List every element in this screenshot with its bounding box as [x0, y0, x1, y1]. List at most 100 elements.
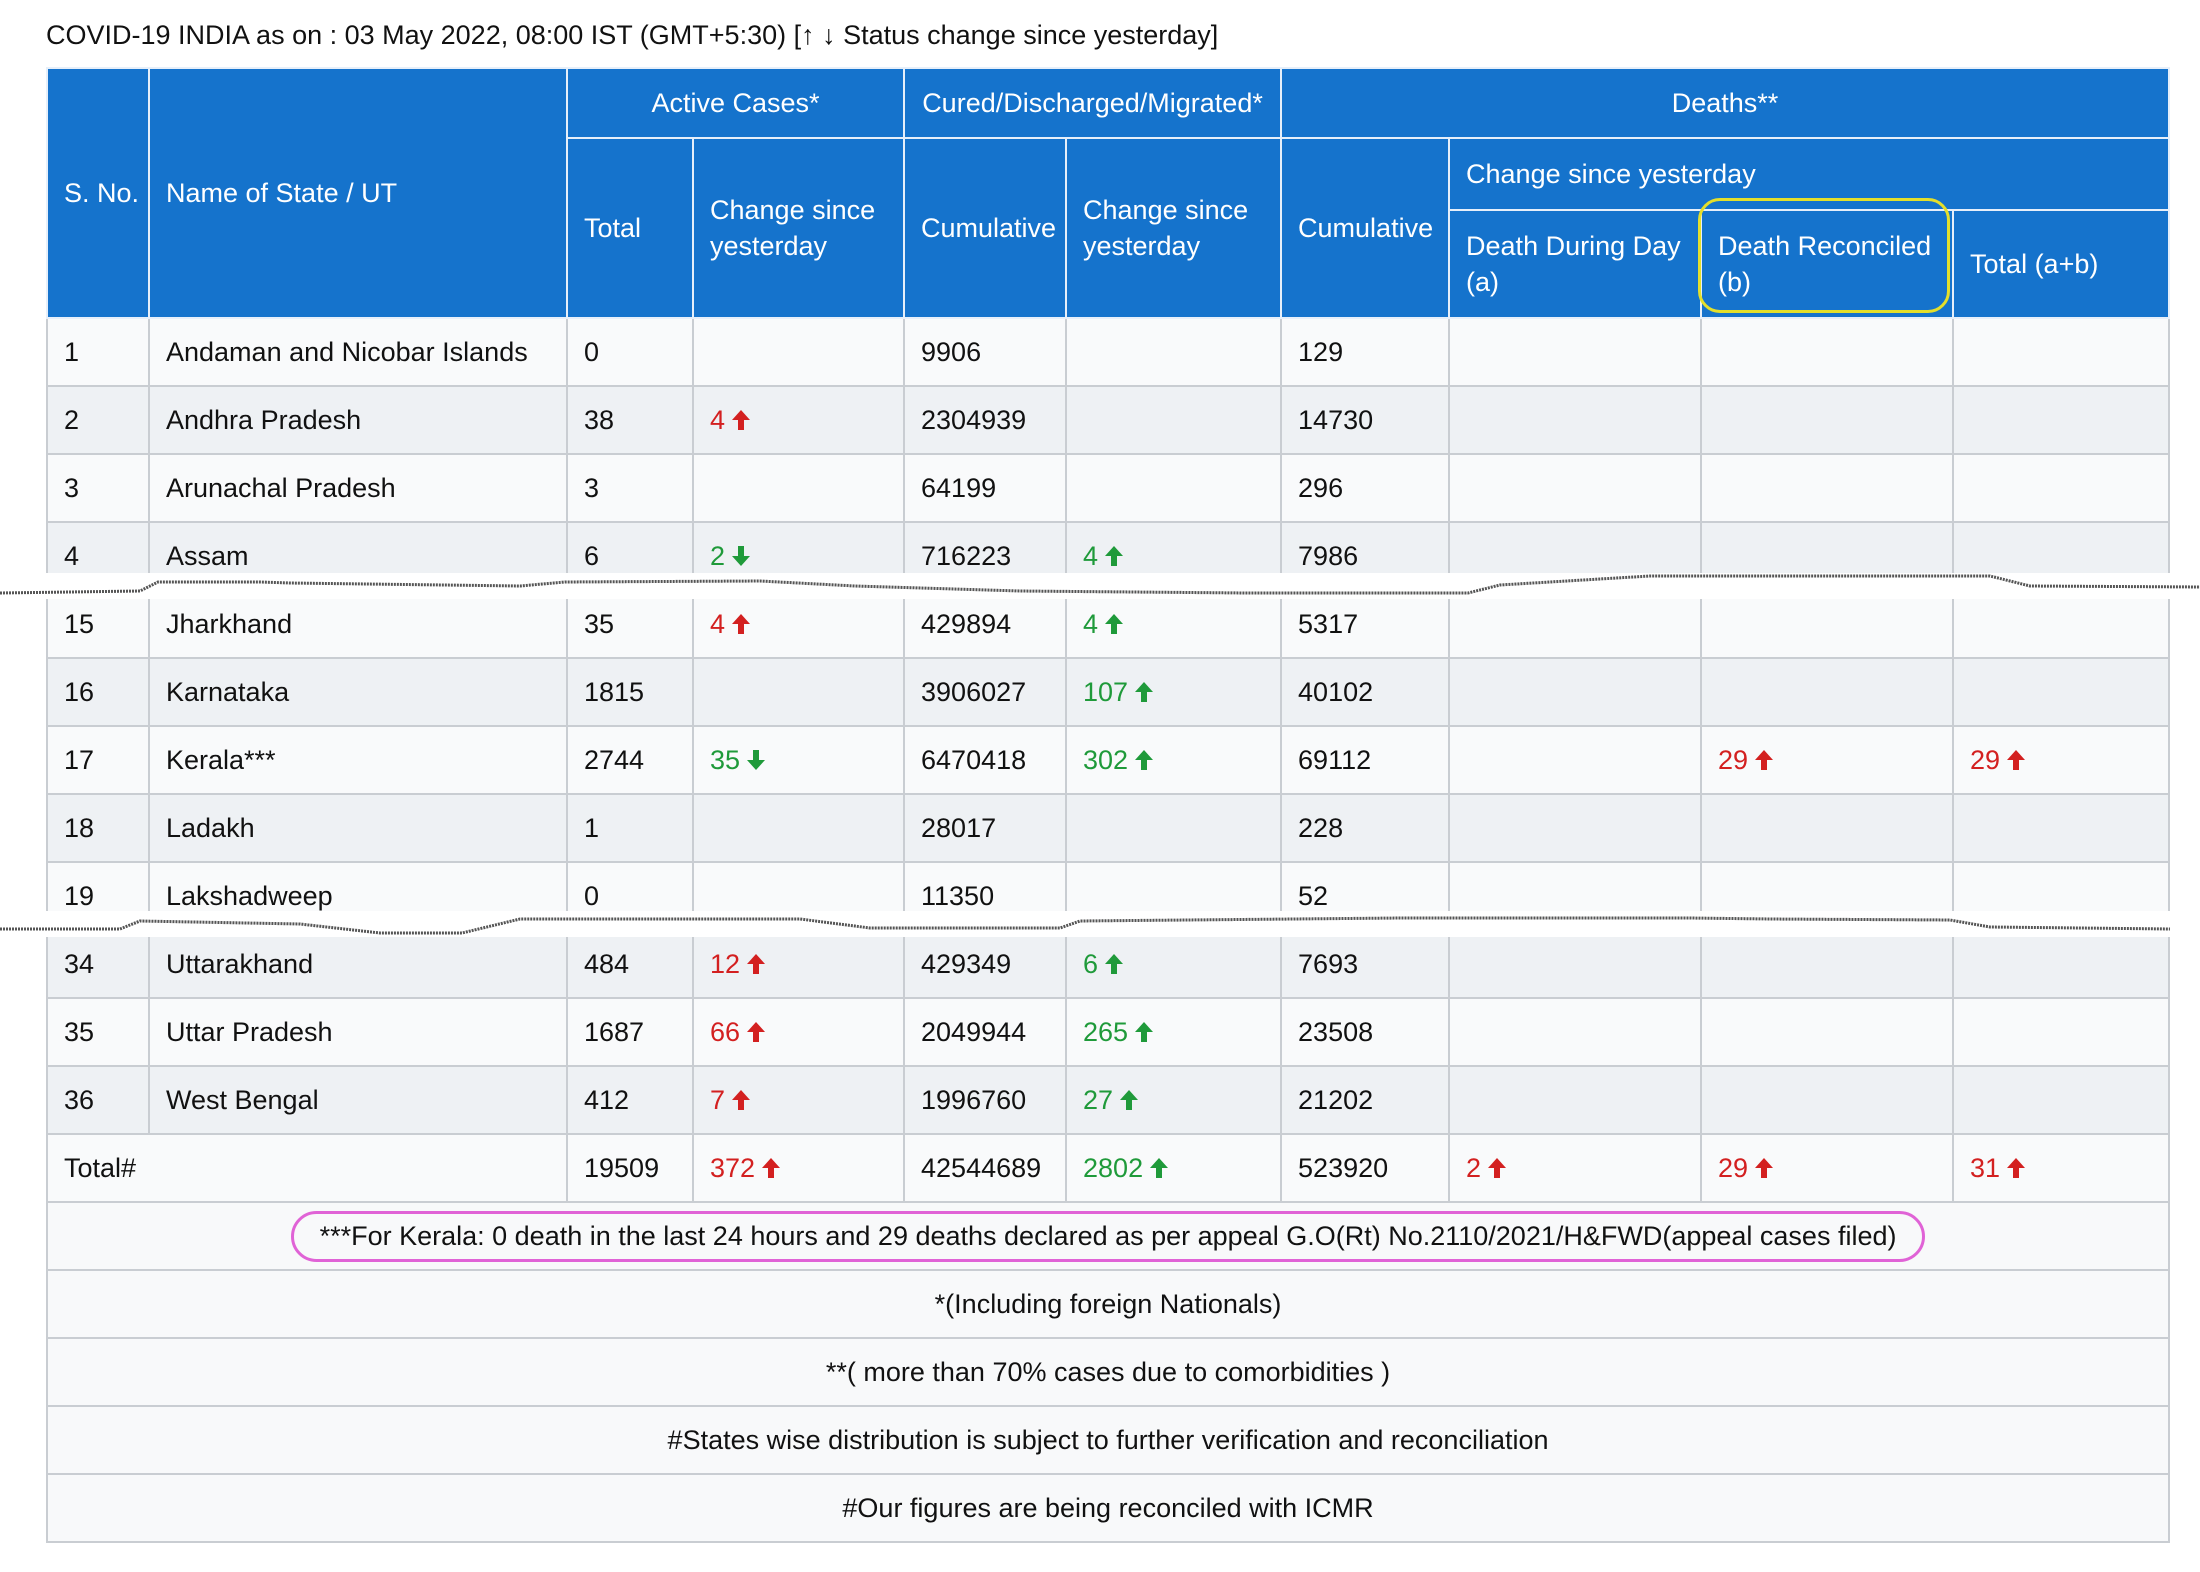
arrow-up-icon	[2007, 1158, 2026, 1178]
change-indicator: 27	[1083, 1085, 1139, 1116]
cell-death-during-day	[1448, 861, 1703, 931]
cell-active-change: 4	[691, 385, 906, 455]
header-deaths-cumulative: Cumulative	[1280, 137, 1451, 319]
kerala-footnote-text: ***For Kerala: 0 death in the last 24 ho…	[290, 1210, 1926, 1262]
cell-deaths-cumulative: 21202	[1280, 1065, 1451, 1135]
table-row: 15 Jharkhand 35 4 429894 4 5317	[46, 589, 2171, 659]
change-indicator: 29	[1718, 1153, 1774, 1184]
change-indicator: 35	[710, 745, 766, 776]
cell-deaths-cumulative: 129	[1280, 317, 1451, 387]
change-value: 107	[1083, 676, 1129, 707]
change-value: 4	[1083, 540, 1099, 571]
total-death-during-day: 2	[1448, 1133, 1703, 1203]
cell-active-total: 3	[566, 453, 694, 523]
cell-cured-cumulative: 2304939	[903, 385, 1068, 455]
change-value: 6	[1083, 948, 1099, 979]
total-death-total: 31	[1952, 1133, 2171, 1203]
change-indicator: 372	[710, 1153, 781, 1184]
cell-state-name: Assam	[148, 521, 568, 591]
cell-active-change: 35	[691, 725, 906, 795]
cell-sno: 19	[46, 861, 150, 931]
cell-state-name: Andhra Pradesh	[148, 385, 568, 455]
change-value: 265	[1083, 1016, 1129, 1047]
cell-cured-cumulative: 11350	[903, 861, 1068, 931]
cell-death-reconciled: 29	[1700, 725, 1955, 795]
footnote-row: #Our figures are being reconciled with I…	[45, 1473, 2171, 1543]
cell-cured-change: 27	[1065, 1065, 1283, 1135]
cell-active-change	[691, 317, 906, 387]
change-indicator: 265	[1083, 1017, 1154, 1048]
cell-death-total	[1952, 657, 2171, 727]
arrow-up-icon	[732, 1090, 751, 1110]
cell-death-during-day	[1448, 385, 1703, 455]
change-value: 29	[1970, 744, 2001, 775]
arrow-up-icon	[1755, 750, 1774, 770]
footnote-text: **( more than 70% cases due to comorbidi…	[825, 1356, 1391, 1387]
cell-death-during-day	[1448, 521, 1703, 591]
footnote-cell: #Our figures are being reconciled with I…	[45, 1473, 2171, 1543]
change-value: 4	[710, 608, 726, 639]
cell-cured-change	[1065, 385, 1283, 455]
cell-active-change: 66	[691, 997, 906, 1067]
change-value: 4	[710, 404, 726, 435]
cell-state-name: Arunachal Pradesh	[148, 453, 568, 523]
total-deaths: 523920	[1280, 1133, 1451, 1203]
cell-active-total: 1815	[566, 657, 694, 727]
cell-cured-cumulative: 9906	[903, 317, 1068, 387]
footnote-cell: ***For Kerala: 0 death in the last 24 ho…	[45, 1201, 2171, 1271]
change-indicator: 4	[1083, 609, 1124, 640]
cell-death-during-day	[1448, 997, 1703, 1067]
cell-active-total: 0	[566, 317, 694, 387]
cell-cured-change: 4	[1065, 589, 1283, 659]
cell-sno: 17	[46, 725, 150, 795]
cell-active-change	[691, 657, 906, 727]
arrow-up-icon	[1755, 1158, 1774, 1178]
change-indicator: 6	[1083, 949, 1124, 980]
footnote-cell: #States wise distribution is subject to …	[45, 1405, 2171, 1475]
cell-death-reconciled	[1700, 589, 1955, 659]
cell-death-total: 29	[1952, 725, 2171, 795]
change-indicator: 4	[710, 609, 751, 640]
table-row: 16 Karnataka 1815 3906027 107 40102	[46, 657, 2171, 727]
cell-sno: 2	[46, 385, 150, 455]
cell-sno: 16	[46, 657, 150, 727]
cell-state-name: Kerala***	[148, 725, 568, 795]
header-active-cases: Active Cases*	[565, 67, 906, 139]
cell-cured-change: 107	[1065, 657, 1283, 727]
table-row: 35 Uttar Pradesh 1687 66 2049944 265 23508	[46, 997, 2171, 1067]
arrow-up-icon	[747, 1022, 766, 1042]
header-cured: Cured/Discharged/Migrated*	[903, 67, 1283, 139]
arrow-up-icon	[1135, 682, 1154, 702]
footnote-text: #States wise distribution is subject to …	[667, 1424, 1549, 1455]
cell-active-change	[691, 793, 906, 863]
cell-cured-cumulative: 1996760	[903, 1065, 1068, 1135]
cell-cured-change: 302	[1065, 725, 1283, 795]
footnote-row: *(Including foreign Nationals)	[45, 1269, 2171, 1339]
cell-death-during-day	[1448, 1065, 1703, 1135]
change-value: 29	[1718, 744, 1749, 775]
arrow-up-icon	[1135, 750, 1154, 770]
cell-death-total	[1952, 453, 2171, 523]
change-indicator: 12	[710, 949, 766, 980]
arrow-up-icon	[1150, 1158, 1169, 1178]
cell-active-total: 1687	[566, 997, 694, 1067]
change-indicator: 29	[1970, 745, 2026, 776]
cell-sno: 4	[46, 521, 150, 591]
header-state: Name of State / UT	[148, 67, 568, 319]
change-value: 302	[1083, 744, 1129, 775]
arrow-up-icon	[732, 410, 751, 430]
cell-death-during-day	[1448, 725, 1703, 795]
cell-death-reconciled	[1700, 793, 1955, 863]
cell-cured-cumulative: 64199	[903, 453, 1068, 523]
page-caption: COVID-19 INDIA as on : 03 May 2022, 08:0…	[46, 20, 1219, 50]
change-value: 2	[1466, 1152, 1482, 1183]
header-death-during-day: Death During Day (a)	[1448, 209, 1703, 319]
cell-deaths-cumulative: 52	[1280, 861, 1451, 931]
cell-active-total: 38	[566, 385, 694, 455]
cell-cured-change	[1065, 317, 1283, 387]
arrow-up-icon	[747, 954, 766, 974]
cell-death-reconciled	[1700, 317, 1955, 387]
table-row: 1 Andaman and Nicobar Islands 0 9906 129	[46, 317, 2171, 387]
cell-death-during-day	[1448, 453, 1703, 523]
cell-state-name: Jharkhand	[148, 589, 568, 659]
